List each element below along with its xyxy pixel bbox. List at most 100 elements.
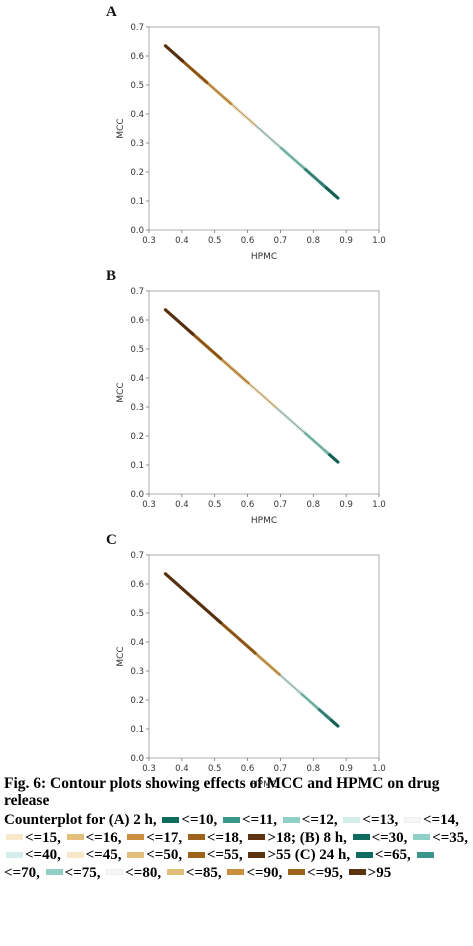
legend-swatch bbox=[288, 869, 306, 876]
legend-text: <=85, bbox=[185, 864, 222, 881]
legend-text: <=35, bbox=[432, 829, 469, 846]
legend-swatch bbox=[162, 816, 180, 823]
x-tick-label: 0.7 bbox=[274, 500, 288, 510]
x-tick-label: 0.7 bbox=[274, 236, 288, 246]
x-axis-label: HPMC bbox=[251, 252, 277, 262]
legend-text: <=50, bbox=[146, 847, 183, 863]
legend-entry: >95 bbox=[347, 864, 392, 881]
legend-text: <=16, bbox=[85, 829, 122, 846]
panel-label: B bbox=[106, 268, 117, 284]
legend-swatch bbox=[45, 869, 63, 876]
legend-text: <=10, bbox=[181, 812, 218, 828]
legend-text: <=55, bbox=[206, 847, 243, 863]
y-axis-label: MCC bbox=[116, 118, 126, 138]
x-tick-label: 0.4 bbox=[175, 236, 189, 246]
x-tick-label: 0.9 bbox=[339, 236, 353, 246]
contour-chart-c: 0.3 0.4 0.5 0.6 0.7 0.8 0.9 1.0 0.0 0.1 0.2 0.3 0.4 0… bbox=[116, 551, 386, 790]
legend-text: <=95, bbox=[307, 864, 343, 881]
legend-entry: Counterplot for (A) 2 h, bbox=[4, 812, 157, 828]
legend-swatch bbox=[227, 869, 245, 876]
legend-entry: <=65, bbox=[354, 847, 411, 863]
legend-swatch bbox=[282, 816, 300, 823]
legend-text: >95 bbox=[367, 864, 392, 881]
contour-edge bbox=[165, 45, 339, 199]
x-tick-label: 0.5 bbox=[208, 764, 222, 774]
legend-text: >18; (B) 8 h, bbox=[267, 829, 347, 846]
legend-text: <=80, bbox=[125, 864, 162, 881]
y-tick-label: 0.6 bbox=[130, 316, 144, 326]
x-tick-label: 0.9 bbox=[339, 500, 353, 510]
x-tick-label: 0.8 bbox=[307, 236, 321, 246]
legend-text: <=15, bbox=[25, 829, 61, 846]
contour-edge bbox=[165, 573, 339, 727]
legend-swatch bbox=[413, 834, 431, 841]
legend-entry: <=95, bbox=[286, 865, 343, 881]
legend-text: <=65, bbox=[374, 847, 411, 863]
legend-entry: <=85, bbox=[165, 865, 222, 881]
panel-label: C bbox=[106, 532, 117, 548]
contour-region bbox=[163, 308, 340, 464]
legend-entry: <=11, bbox=[221, 812, 277, 828]
legend-entry: <=70, bbox=[4, 847, 436, 881]
plot-frame bbox=[148, 26, 380, 231]
x-tick-label: 0.8 bbox=[307, 764, 321, 774]
legend-swatch bbox=[223, 816, 240, 823]
y-tick-label: 0.4 bbox=[130, 374, 144, 384]
y-tick-label: 0.7 bbox=[130, 287, 144, 297]
x-tick-label: 0.9 bbox=[339, 764, 353, 774]
x-tick-label: 0.6 bbox=[241, 500, 255, 510]
contour-edge bbox=[165, 309, 339, 463]
x-tick-label: 0.6 bbox=[241, 764, 255, 774]
legend-swatch bbox=[404, 816, 421, 823]
legend-entry: <=17, bbox=[125, 830, 182, 846]
y-tick-label: 0.7 bbox=[130, 551, 144, 561]
y-tick-label: 0.4 bbox=[130, 638, 144, 648]
legend-entry: <=16, bbox=[65, 829, 122, 846]
legend-entry: >55 (C) 24 h, bbox=[246, 847, 350, 863]
legend-entry: <=10, bbox=[160, 812, 217, 828]
x-tick-label: 1.0 bbox=[372, 764, 386, 774]
y-tick-label: 0.0 bbox=[130, 490, 144, 500]
contour-panel-a: A 0.3 0.4 0.5 0.6 0.7 0.8 0.9 1.0 0.0 0.1 0.2 0.3 0.… bbox=[0, 4, 473, 266]
y-tick-label: 0.5 bbox=[130, 81, 144, 91]
x-tick-label: 0.3 bbox=[142, 236, 156, 246]
caption-legend: Counterplot for (A) 2 h, <=10, <=11, <=1… bbox=[4, 812, 470, 882]
legend-swatch bbox=[187, 834, 205, 841]
legend-text: <=30, bbox=[371, 829, 408, 846]
plot-frame bbox=[148, 554, 380, 759]
legend-text: <=18, bbox=[206, 829, 243, 846]
legend-swatch bbox=[66, 834, 84, 841]
caption-title: Fig. 6: Contour plots showing effects of… bbox=[4, 775, 440, 809]
legend-entry: <=90, bbox=[225, 865, 282, 881]
legend-entry: <=50, bbox=[125, 847, 182, 863]
legend-swatch bbox=[6, 834, 23, 841]
legend-text: >55 (C) 24 h, bbox=[267, 847, 351, 863]
y-tick-label: 0.5 bbox=[130, 345, 144, 355]
contour-region bbox=[163, 572, 340, 728]
legend-swatch bbox=[6, 851, 23, 858]
legend-entry: <=35, bbox=[411, 830, 468, 846]
x-tick-label: 1.0 bbox=[372, 500, 386, 510]
legend-entry: <=45, bbox=[65, 847, 121, 863]
legend-text: <=11, bbox=[242, 812, 278, 828]
legend-swatch bbox=[416, 851, 434, 858]
legend-swatch bbox=[187, 851, 205, 858]
legend-text: <=70, bbox=[4, 864, 40, 881]
x-tick-label: 0.3 bbox=[142, 500, 156, 510]
legend-entry: <=75, bbox=[44, 865, 100, 881]
legend-swatch bbox=[343, 816, 361, 823]
legend-text: Counterplot for (A) 2 h, bbox=[4, 812, 157, 828]
legend-swatch bbox=[66, 851, 84, 858]
contour-panel-b: B 0.3 0.4 0.5 0.6 0.7 0.8 0.9 1.0 0.0 0.1 0.2 0.3 0.… bbox=[0, 268, 473, 530]
legend-entry: <=30, bbox=[351, 829, 408, 846]
legend-swatch bbox=[248, 851, 266, 858]
y-tick-label: 0.1 bbox=[130, 197, 144, 207]
y-tick-label: 0.2 bbox=[130, 432, 144, 442]
legend-text: <=14, bbox=[423, 812, 459, 828]
y-tick-label: 0.5 bbox=[130, 609, 144, 619]
legend-swatch bbox=[352, 834, 370, 841]
contour-chart-a: 0.3 0.4 0.5 0.6 0.7 0.8 0.9 1.0 0.0 0.1 0.2 0.3 0.4 0… bbox=[116, 23, 386, 262]
y-axis-label: MCC bbox=[116, 382, 126, 402]
y-tick-label: 0.4 bbox=[130, 110, 144, 120]
legend-swatch bbox=[106, 869, 124, 876]
